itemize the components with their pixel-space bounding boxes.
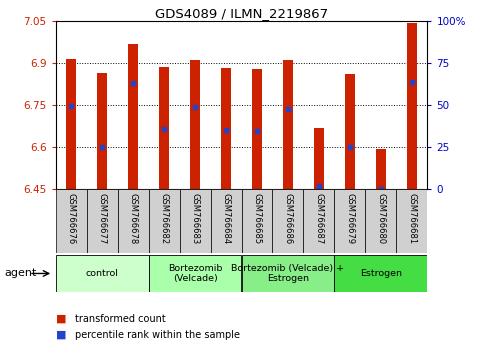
- Bar: [211, 189, 242, 253]
- Bar: [242, 189, 272, 253]
- Bar: [283, 61, 293, 189]
- Text: transformed count: transformed count: [75, 314, 166, 324]
- Text: GSM766677: GSM766677: [98, 193, 107, 244]
- Bar: [149, 189, 180, 253]
- Text: GSM766681: GSM766681: [408, 193, 416, 244]
- Bar: [180, 189, 211, 253]
- Text: GSM766676: GSM766676: [67, 193, 75, 244]
- Bar: [334, 255, 427, 292]
- Bar: [334, 189, 366, 253]
- Text: control: control: [85, 269, 118, 278]
- Bar: [397, 189, 427, 253]
- Text: GSM766683: GSM766683: [190, 193, 199, 244]
- Text: GSM766686: GSM766686: [284, 193, 293, 244]
- Text: Estrogen: Estrogen: [360, 269, 402, 278]
- Bar: [272, 189, 303, 253]
- Text: agent: agent: [5, 268, 37, 279]
- Bar: [158, 68, 170, 189]
- Bar: [366, 189, 397, 253]
- Text: GSM766687: GSM766687: [314, 193, 324, 244]
- Bar: [128, 44, 139, 189]
- Text: GSM766685: GSM766685: [253, 193, 261, 244]
- Bar: [117, 189, 149, 253]
- Bar: [407, 23, 417, 189]
- Bar: [56, 189, 86, 253]
- Bar: [344, 74, 355, 189]
- Text: ■: ■: [56, 330, 66, 339]
- Text: GSM766684: GSM766684: [222, 193, 230, 244]
- Bar: [190, 60, 200, 189]
- Text: GSM766682: GSM766682: [159, 193, 169, 244]
- Text: percentile rank within the sample: percentile rank within the sample: [75, 330, 240, 339]
- Bar: [149, 255, 242, 292]
- Bar: [56, 255, 149, 292]
- Text: GSM766679: GSM766679: [345, 193, 355, 244]
- Title: GDS4089 / ILMN_2219867: GDS4089 / ILMN_2219867: [155, 7, 328, 20]
- Bar: [86, 189, 117, 253]
- Text: GSM766680: GSM766680: [376, 193, 385, 244]
- Bar: [376, 149, 386, 189]
- Bar: [252, 69, 262, 189]
- Bar: [303, 189, 334, 253]
- Text: GSM766678: GSM766678: [128, 193, 138, 244]
- Text: Bortezomib (Velcade) +
Estrogen: Bortezomib (Velcade) + Estrogen: [231, 264, 344, 283]
- Bar: [66, 59, 76, 189]
- Text: Bortezomib
(Velcade): Bortezomib (Velcade): [168, 264, 222, 283]
- Bar: [97, 73, 107, 189]
- Bar: [313, 128, 325, 189]
- Bar: [242, 255, 334, 292]
- Bar: [221, 68, 231, 189]
- Text: ■: ■: [56, 314, 66, 324]
